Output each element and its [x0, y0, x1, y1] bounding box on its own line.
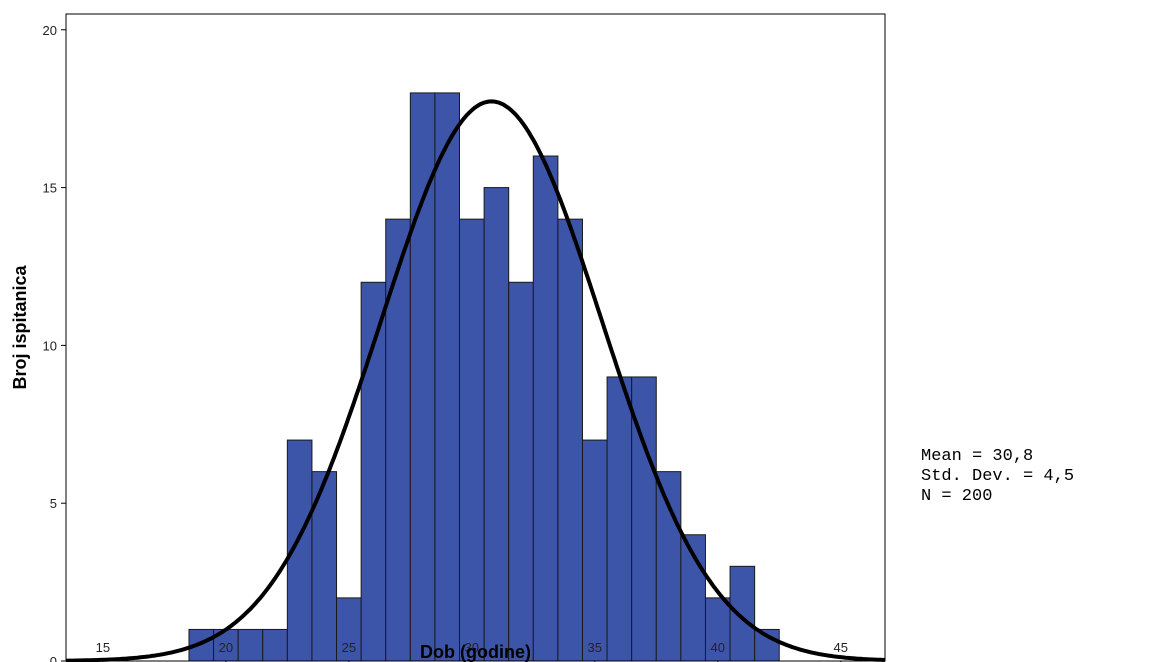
- histogram-bar: [459, 218, 485, 662]
- histogram-bar: [532, 155, 559, 662]
- x-tick-label: 40: [711, 640, 725, 655]
- y-axis: 0 5 10 15 20: [43, 23, 66, 662]
- x-tick-label: 45: [833, 640, 847, 655]
- histogram-bar: [704, 597, 731, 662]
- histogram-bar: [557, 218, 583, 662]
- histogram-bar: [385, 218, 411, 662]
- histogram-bar: [262, 628, 288, 662]
- stats-n: N = 200: [921, 487, 993, 506]
- y-tick-label: 0: [50, 654, 57, 662]
- histogram-bar: [434, 92, 461, 662]
- normal-curve: [65, 99, 886, 662]
- y-tick-label: 15: [43, 181, 57, 196]
- histogram-bar: [581, 439, 608, 662]
- x-tick-label: 35: [588, 640, 602, 655]
- y-axis-title: Broj ispitanica: [10, 264, 30, 389]
- x-tick-label: 25: [342, 640, 356, 655]
- histogram-bar: [409, 92, 436, 662]
- x-tick-label: 30: [465, 640, 479, 655]
- stats-box: Mean = 30,8 Std. Dev. = 4,5 N = 200: [921, 447, 1074, 507]
- x-axis-title: Dob (godine): [420, 642, 531, 662]
- histogram-bar: [508, 281, 534, 662]
- y-tick-label: 10: [43, 338, 57, 353]
- x-tick-label: 20: [219, 640, 233, 655]
- stats-sd: Std. Dev. = 4,5: [921, 467, 1075, 486]
- histogram-bar: [606, 376, 633, 662]
- histogram-bar: [655, 471, 682, 662]
- stats-mean: Mean = 30,8: [921, 447, 1034, 466]
- x-tick-label: 15: [96, 640, 110, 655]
- plot-frame: [65, 13, 886, 662]
- y-tick-label: 5: [50, 496, 57, 511]
- y-tick-label: 20: [43, 23, 57, 38]
- histogram-bar: [483, 187, 510, 662]
- histogram-bar: [729, 565, 756, 662]
- histogram-bar: [237, 628, 264, 662]
